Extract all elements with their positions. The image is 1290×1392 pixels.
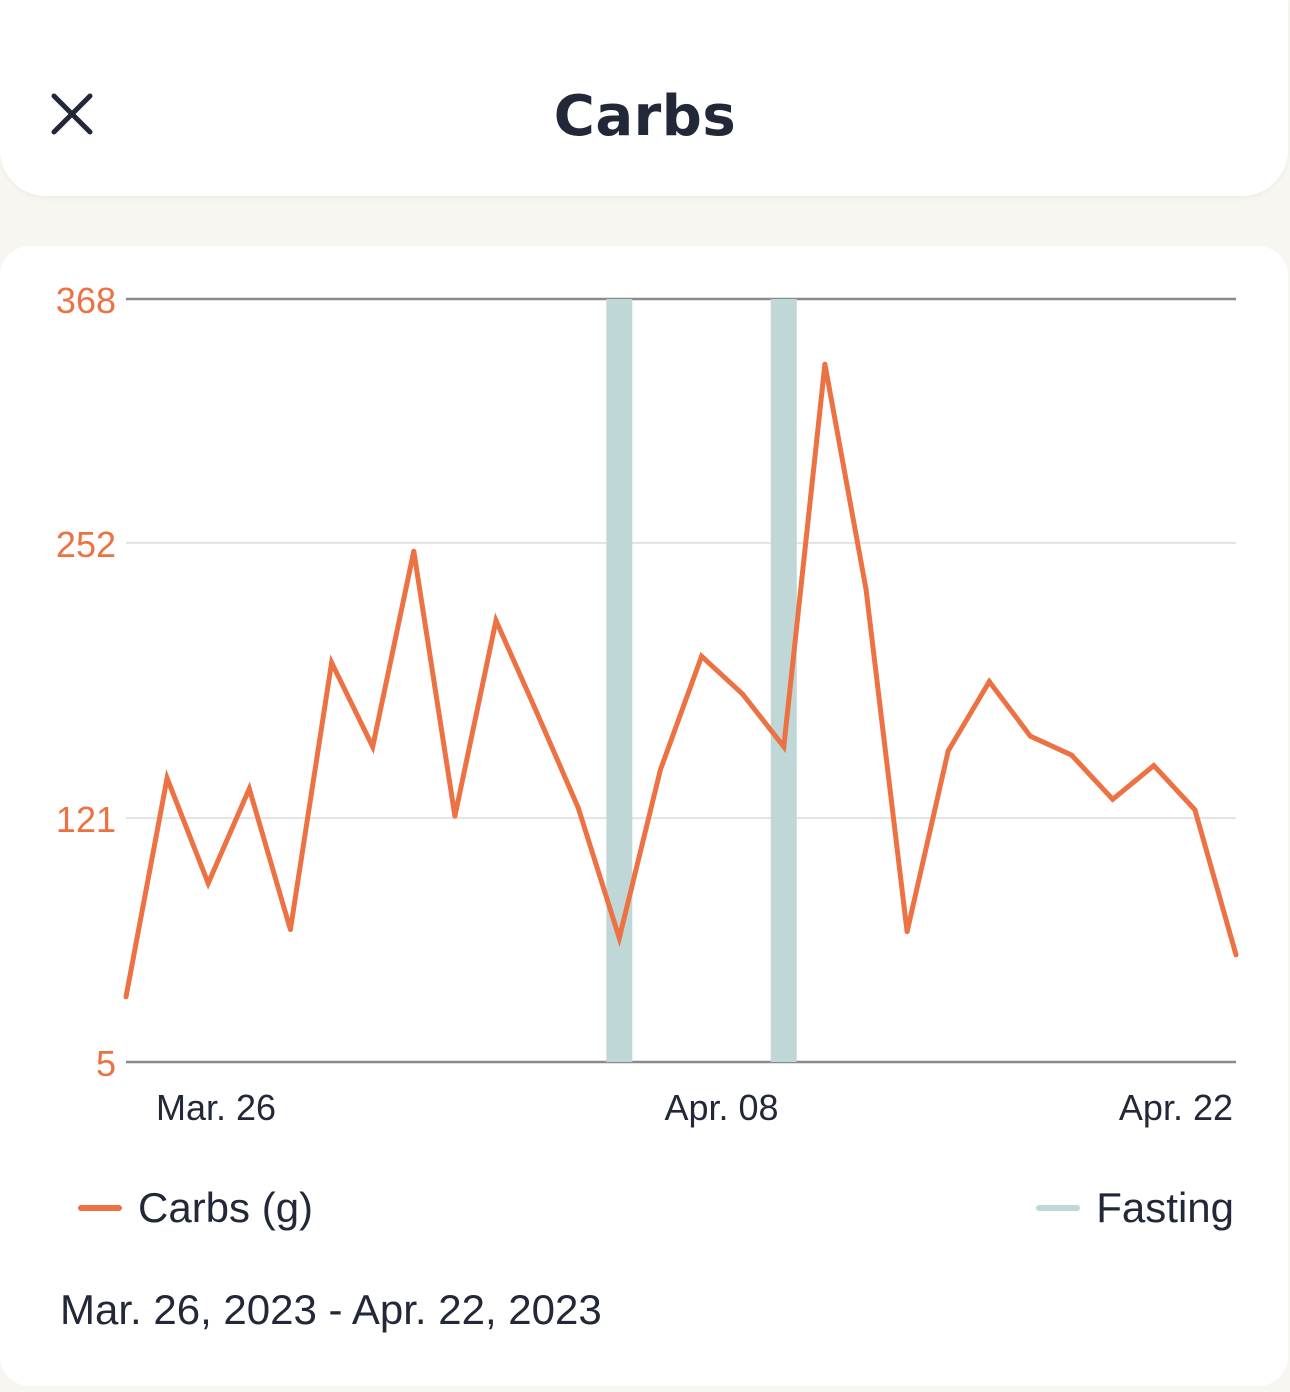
- carbs-point: [1069, 752, 1075, 758]
- y-tick-label: 252: [56, 524, 116, 565]
- carbs-swatch: [78, 1205, 122, 1211]
- chart-card: [0, 246, 1288, 1386]
- carbs-point: [1233, 952, 1239, 958]
- y-tick-label: 121: [56, 799, 116, 840]
- carbs-point: [904, 929, 910, 935]
- y-tick-label: 368: [56, 280, 116, 321]
- carbs-point: [863, 586, 869, 592]
- top-bar: Carbs: [0, 0, 1288, 196]
- carbs-point: [287, 927, 293, 933]
- close-button[interactable]: [44, 86, 100, 142]
- carbs-point: [1027, 733, 1033, 739]
- carbs-point: [575, 805, 581, 811]
- legend-carbs-label: Carbs (g): [138, 1184, 314, 1231]
- carbs-chart: 5 121 252 368 Mar. 26 Apr. 08 Apr. 22: [56, 280, 1239, 1128]
- carbs-point: [699, 653, 705, 659]
- close-icon: [51, 93, 93, 135]
- carbs-line: [123, 363, 1239, 998]
- carbs-point: [945, 748, 951, 754]
- legend-carbs: Carbs (g): [78, 1184, 313, 1232]
- date-range: Mar. 26, 2023 - Apr. 22, 2023: [60, 1286, 602, 1333]
- fasting-swatch: [1036, 1205, 1081, 1211]
- carbs-point: [986, 679, 992, 685]
- carbs-point: [740, 691, 746, 697]
- y-tick-label: 5: [96, 1043, 116, 1084]
- fasting-band: [606, 299, 633, 1062]
- carbs-point: [411, 548, 417, 554]
- carbs-point: [1110, 796, 1116, 802]
- legend-fasting: Fasting: [1036, 1184, 1234, 1232]
- page-title: Carbs: [553, 84, 737, 149]
- carbs-point: [534, 710, 540, 716]
- carbs-point: [781, 744, 787, 750]
- x-tick-label: Apr. 08: [665, 1087, 779, 1128]
- carbs-point: [616, 935, 622, 941]
- carbs-point: [246, 786, 252, 792]
- carbs-point: [164, 775, 170, 781]
- carbs-point: [123, 994, 129, 1000]
- carbs-point: [329, 660, 335, 666]
- carbs-point: [205, 880, 211, 886]
- legend-fasting-label: Fasting: [1096, 1184, 1234, 1231]
- carbs-point: [1151, 763, 1157, 769]
- x-tick-label: Mar. 26: [156, 1087, 276, 1128]
- carbs-point: [1192, 807, 1198, 813]
- carbs-point: [822, 361, 828, 367]
- carbs-point: [370, 744, 376, 750]
- carbs-point: [657, 767, 663, 773]
- carbs-point: [493, 618, 499, 624]
- x-tick-label: Apr. 22: [1119, 1087, 1233, 1128]
- carbs-point: [452, 813, 458, 819]
